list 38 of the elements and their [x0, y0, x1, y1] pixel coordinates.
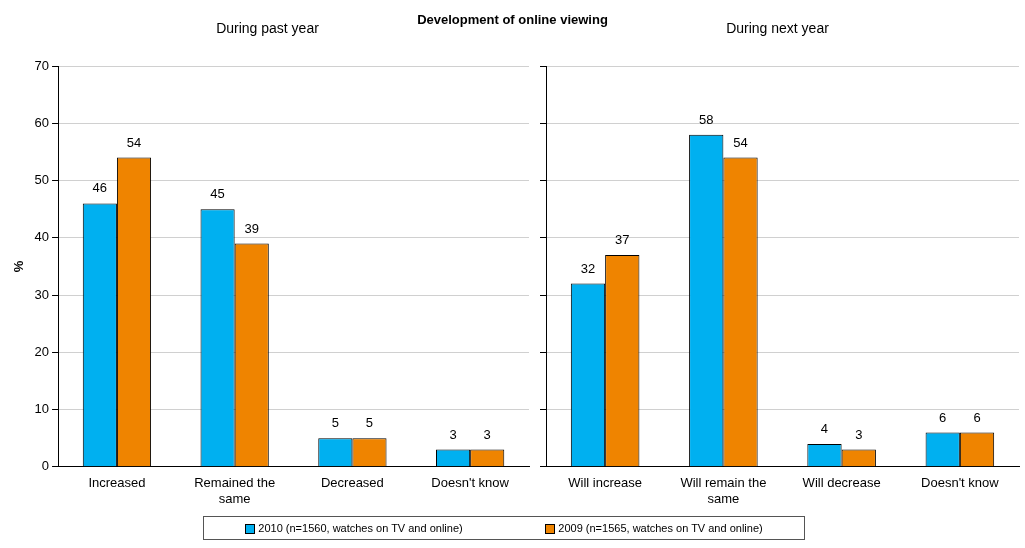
data-label: 6 — [939, 409, 947, 425]
data-label: 5 — [365, 415, 374, 431]
data-label: 3 — [483, 426, 491, 442]
chart-title: Development of online viewing — [417, 12, 608, 27]
legend-label: 2009 (n=1565, watches on TV and online) — [557, 521, 763, 535]
y-tick-label: 70 — [34, 57, 50, 73]
y-tick-label: 40 — [34, 229, 50, 245]
data-label: 4 — [820, 420, 829, 436]
chart-subtitle: During past year — [216, 20, 319, 36]
y-tick-label: 10 — [34, 401, 50, 417]
data-label: 37 — [615, 232, 630, 248]
x-tick-label: Remained the same — [194, 475, 276, 506]
y-tick-label: 20 — [34, 343, 50, 359]
x-tick-label: Increased — [88, 475, 146, 491]
x-tick-label: Decreased — [320, 475, 384, 491]
data-label: 54 — [126, 134, 142, 150]
chart-subtitle: During next year — [726, 20, 829, 36]
data-label: 32 — [580, 260, 596, 276]
data-label: 58 — [698, 111, 714, 127]
x-tick-label: Will decrease — [802, 475, 881, 491]
data-label: 46 — [92, 180, 108, 196]
legend-label: 2010 (n=1560, watches on TV and online) — [257, 521, 463, 535]
data-label: 39 — [244, 220, 259, 236]
y-tick-label: 0 — [41, 458, 50, 474]
y-axis-title: % — [11, 260, 27, 273]
data-label: 45 — [210, 186, 225, 202]
x-tick-label: Doesn't know — [921, 475, 1000, 491]
x-tick-label: Will increase — [568, 475, 642, 491]
x-tick-label: Will remain the same — [680, 475, 767, 506]
x-tick-label: Doesn't know — [431, 475, 510, 491]
data-label: 6 — [973, 409, 981, 425]
data-label: 5 — [331, 415, 339, 431]
y-tick-label: 60 — [34, 114, 50, 130]
y-tick-label: 50 — [34, 172, 50, 188]
data-label: 3 — [855, 426, 863, 442]
data-label: 54 — [733, 134, 748, 150]
data-label: 3 — [449, 426, 457, 442]
y-tick-label: 30 — [34, 286, 50, 302]
